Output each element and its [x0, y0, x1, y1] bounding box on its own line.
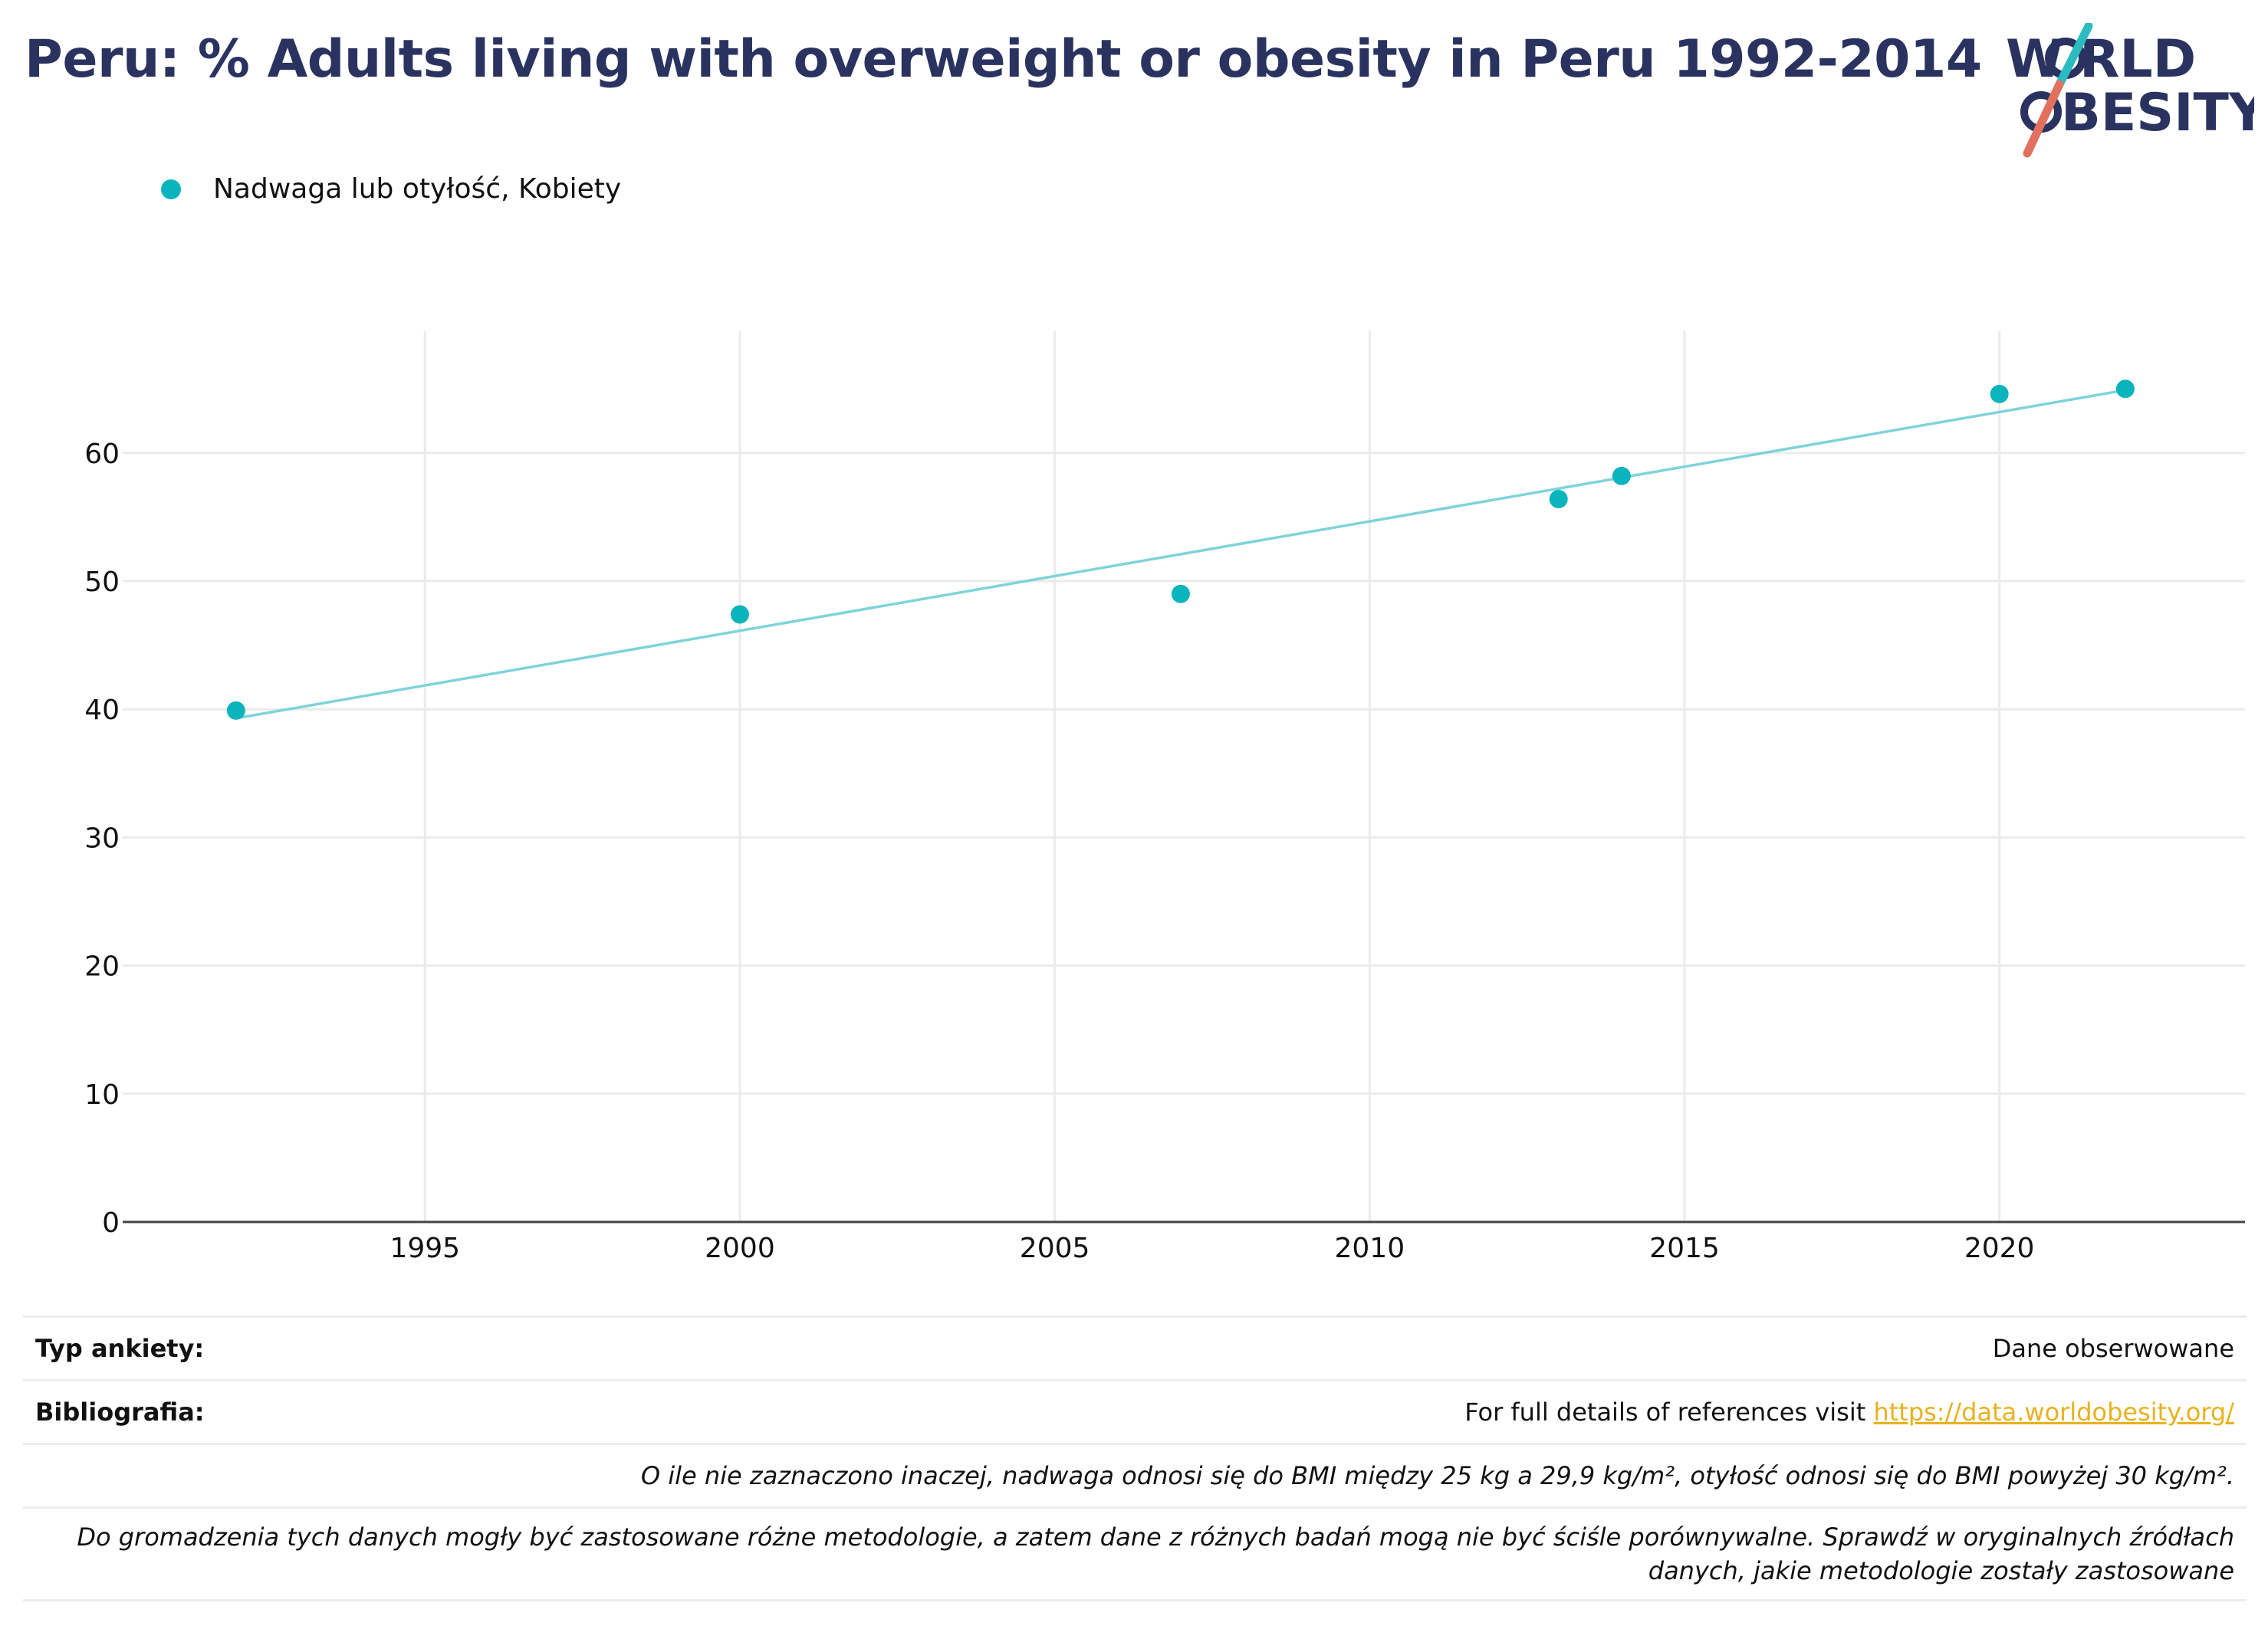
x-tick-label: 2015 [1649, 1233, 1720, 1264]
x-tick-label: 1995 [390, 1233, 460, 1264]
legend-marker [161, 179, 181, 199]
y-tick-label: 60 [84, 438, 120, 470]
page-title: Peru: % Adults living with overweight or… [25, 29, 1982, 90]
data-point [2115, 379, 2135, 399]
world-obesity-logo: W RLD BESITY [2006, 23, 2254, 158]
bibliography-row: Bibliografia: For full details of refere… [23, 1379, 2247, 1443]
trend-line [235, 389, 2126, 720]
y-tick-label: 30 [84, 823, 120, 854]
svg-text:RLD: RLD [2079, 29, 2196, 90]
x-tick-label: 2005 [1020, 1233, 1090, 1264]
info-table: Typ ankiety: Dane obserwowane Bibliograf… [23, 1315, 2247, 1601]
bibliography-text: For full details of references visit [1464, 1398, 1874, 1427]
data-point [1171, 584, 1190, 603]
note-definition: O ile nie zaznaczono inaczej, nadwaga od… [640, 1461, 2234, 1490]
data-point [1990, 384, 2009, 403]
y-tick-label: 0 [102, 1207, 120, 1239]
y-tick-label: 40 [84, 695, 120, 726]
bibliography-label: Bibliografia: [35, 1398, 205, 1427]
y-tick-label: 20 [84, 951, 120, 983]
y-tick-label: 10 [84, 1079, 120, 1111]
data-point [730, 605, 749, 624]
svg-text:W: W [2006, 29, 2063, 90]
data-point [1549, 490, 1568, 509]
survey-type-row: Typ ankiety: Dane obserwowane [23, 1315, 2247, 1379]
survey-type-value: Dane obserwowane [1992, 1334, 2234, 1363]
x-tick-label: 2000 [705, 1233, 775, 1264]
legend[interactable]: Nadwaga lub otyłość, Kobiety [161, 173, 621, 205]
note-methodology-row: Do gromadzenia tych danych mogły być zas… [23, 1506, 2247, 1601]
x-tick-label: 2010 [1334, 1233, 1405, 1264]
data-point [226, 701, 245, 720]
note-definition-row: O ile nie zaznaczono inaczej, nadwaga od… [23, 1443, 2247, 1506]
data-point [1612, 466, 1631, 485]
bibliography-link[interactable]: https://data.worldobesity.org/ [1873, 1398, 2234, 1427]
bibliography-value: For full details of references visit htt… [1464, 1398, 2234, 1427]
x-tick-label: 2020 [1964, 1233, 2035, 1264]
scatter-chart: 1995 2000 2005 2010 2015 2020 0 10 20 30 40 50 60 [84, 331, 2245, 1264]
survey-type-label: Typ ankiety: [35, 1334, 205, 1363]
note-methodology: Do gromadzenia tych danych mogły być zas… [77, 1522, 2234, 1585]
legend-label: Nadwaga lub otyłość, Kobiety [213, 173, 622, 205]
svg-text:BESITY: BESITY [2061, 83, 2254, 143]
y-tick-label: 50 [84, 567, 120, 598]
